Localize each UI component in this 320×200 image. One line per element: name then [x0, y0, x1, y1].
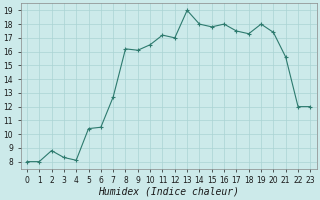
X-axis label: Humidex (Indice chaleur): Humidex (Indice chaleur) — [98, 187, 239, 197]
